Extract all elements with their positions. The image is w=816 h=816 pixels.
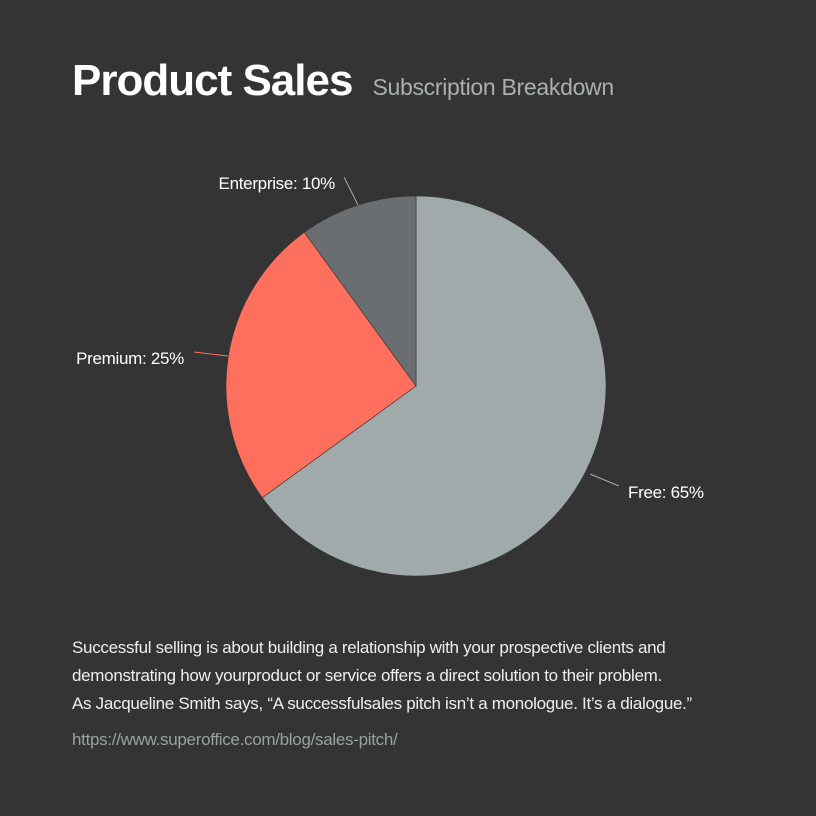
header: Product Sales Subscription Breakdown: [72, 56, 614, 106]
leader-line-enterprise: [343, 176, 359, 206]
pie-slice-enterprise: [303, 195, 417, 387]
description-line: demonstrating how yourproduct or service…: [72, 666, 662, 685]
pie-leader-lines: [193, 176, 620, 487]
pie-slice-free: [261, 195, 607, 577]
description-text: Successful selling is about building a r…: [72, 634, 772, 718]
pie-labels: Free: 65% Premium: 25% Enterprise: 10%: [76, 174, 704, 502]
source-link[interactable]: https://www.superoffice.com/blog/sales-p…: [72, 730, 398, 749]
description-line: Successful selling is about building a r…: [72, 638, 666, 657]
page-title: Product Sales: [72, 56, 353, 105]
page-subtitle: Subscription Breakdown: [372, 74, 614, 100]
pie-label-premium: Premium: 25%: [76, 349, 184, 368]
pie-slices: [225, 195, 607, 577]
pie-label-enterprise: Enterprise: 10%: [219, 174, 336, 193]
pie-label-free: Free: 65%: [628, 483, 704, 502]
leader-line-premium: [193, 351, 229, 357]
pie-slice-premium: [225, 231, 417, 499]
leader-line-free: [589, 473, 620, 487]
description-line: As Jacqueline Smith says, “A successfuls…: [72, 694, 692, 713]
